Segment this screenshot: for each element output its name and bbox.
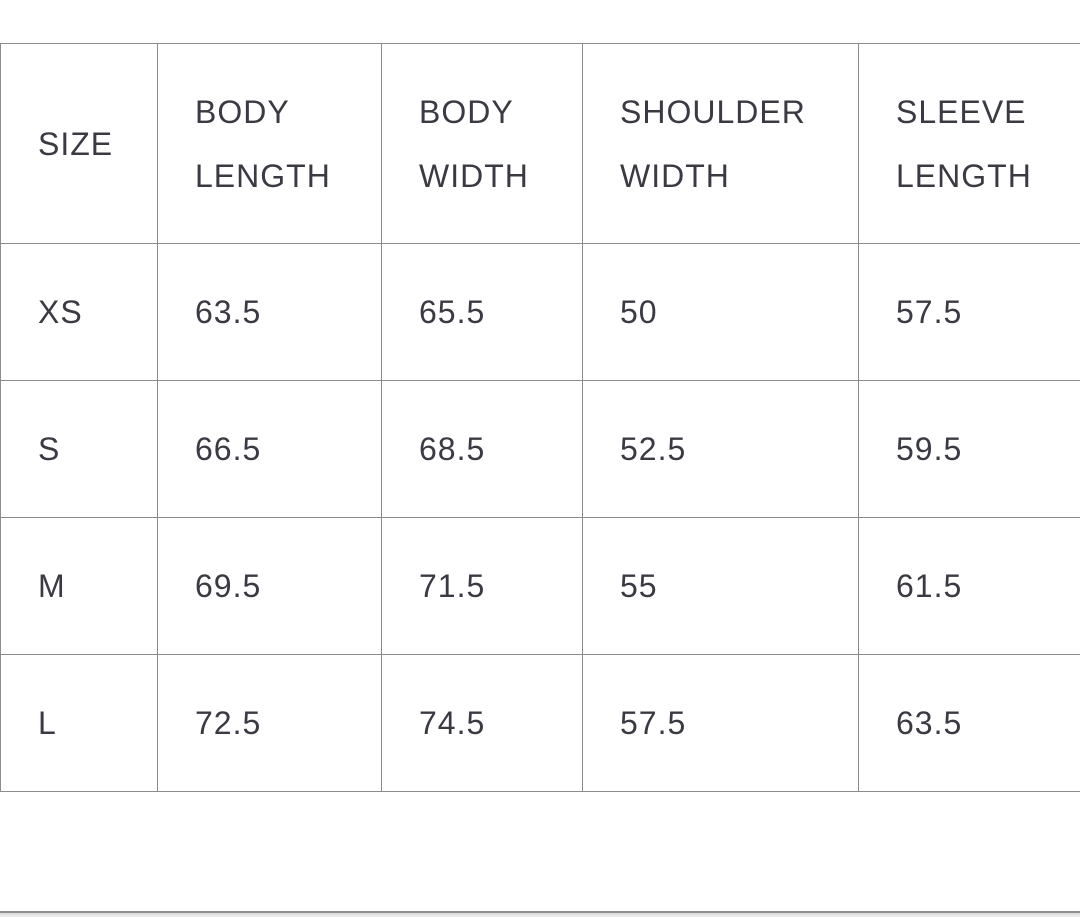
size-chart-container: SIZE BODY LENGTH BODY WIDTH SHOULDER WID… xyxy=(0,43,1080,792)
cell-body-length: 66.5 xyxy=(157,380,382,518)
cell-size: S xyxy=(0,380,158,518)
cell-sleeve-length: 63.5 xyxy=(858,654,1080,792)
cell-body-length: 69.5 xyxy=(157,517,382,655)
cell-body-width: 65.5 xyxy=(381,243,583,381)
table-row-s: S 66.5 68.5 52.5 59.5 xyxy=(0,380,1080,518)
size-chart-body: XS 63.5 65.5 50 57.5 S 66.5 68.5 52.5 59… xyxy=(0,243,1080,792)
cell-size: L xyxy=(0,654,158,792)
cell-size: M xyxy=(0,517,158,655)
size-chart-header: SIZE BODY LENGTH BODY WIDTH SHOULDER WID… xyxy=(0,43,1080,244)
cell-shoulder-width: 57.5 xyxy=(582,654,859,792)
header-row: SIZE BODY LENGTH BODY WIDTH SHOULDER WID… xyxy=(0,43,1080,244)
cell-shoulder-width: 55 xyxy=(582,517,859,655)
table-row-m: M 69.5 71.5 55 61.5 xyxy=(0,517,1080,655)
header-body-width: BODY WIDTH xyxy=(381,43,583,244)
cell-body-width: 74.5 xyxy=(381,654,583,792)
table-row-xs: XS 63.5 65.5 50 57.5 xyxy=(0,243,1080,381)
cell-size: XS xyxy=(0,243,158,381)
cell-body-length: 72.5 xyxy=(157,654,382,792)
cell-shoulder-width: 50 xyxy=(582,243,859,381)
cell-sleeve-length: 59.5 xyxy=(858,380,1080,518)
size-chart-table: SIZE BODY LENGTH BODY WIDTH SHOULDER WID… xyxy=(0,43,1080,792)
header-size: SIZE xyxy=(0,43,158,244)
cell-sleeve-length: 57.5 xyxy=(858,243,1080,381)
header-body-length: BODY LENGTH xyxy=(157,43,382,244)
header-shoulder-width: SHOULDER WIDTH xyxy=(582,43,859,244)
table-row-l: L 72.5 74.5 57.5 63.5 xyxy=(0,654,1080,792)
cell-shoulder-width: 52.5 xyxy=(582,380,859,518)
bottom-divider xyxy=(0,911,1080,917)
cell-sleeve-length: 61.5 xyxy=(858,517,1080,655)
cell-body-width: 68.5 xyxy=(381,380,583,518)
cell-body-length: 63.5 xyxy=(157,243,382,381)
header-sleeve-length: SLEEVE LENGTH xyxy=(858,43,1080,244)
cell-body-width: 71.5 xyxy=(381,517,583,655)
